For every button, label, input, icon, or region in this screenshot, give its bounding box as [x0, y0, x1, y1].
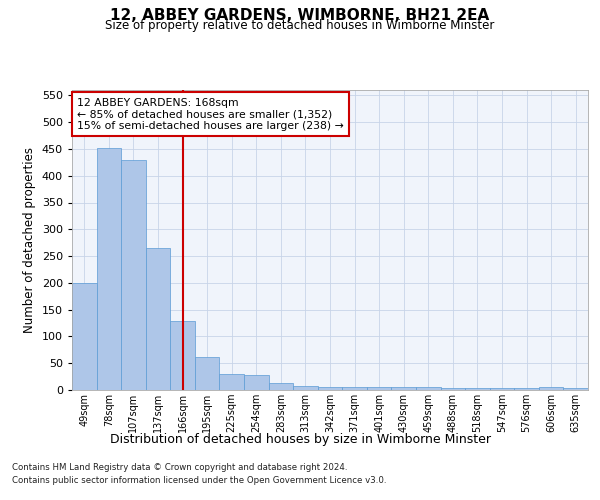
Bar [269, 383, 293, 390]
Text: Size of property relative to detached houses in Wimborne Minster: Size of property relative to detached ho… [106, 19, 494, 32]
Bar [367, 388, 391, 390]
Bar [391, 388, 416, 390]
Text: Distribution of detached houses by size in Wimborne Minster: Distribution of detached houses by size … [110, 432, 491, 446]
Text: Contains HM Land Registry data © Crown copyright and database right 2024.: Contains HM Land Registry data © Crown c… [12, 464, 347, 472]
Bar [121, 160, 146, 390]
Text: Contains public sector information licensed under the Open Government Licence v3: Contains public sector information licen… [12, 476, 386, 485]
Bar [195, 357, 220, 390]
Bar [490, 388, 514, 390]
Bar [170, 322, 195, 390]
Bar [146, 248, 170, 390]
Bar [416, 388, 440, 390]
Bar [244, 375, 269, 390]
Text: 12 ABBEY GARDENS: 168sqm
← 85% of detached houses are smaller (1,352)
15% of sem: 12 ABBEY GARDENS: 168sqm ← 85% of detach… [77, 98, 344, 130]
Bar [514, 388, 539, 390]
Bar [293, 386, 318, 390]
Y-axis label: Number of detached properties: Number of detached properties [23, 147, 36, 333]
Bar [97, 148, 121, 390]
Bar [465, 388, 490, 390]
Bar [440, 388, 465, 390]
Bar [342, 388, 367, 390]
Text: 12, ABBEY GARDENS, WIMBORNE, BH21 2EA: 12, ABBEY GARDENS, WIMBORNE, BH21 2EA [110, 8, 490, 22]
Bar [72, 283, 97, 390]
Bar [220, 374, 244, 390]
Bar [539, 388, 563, 390]
Bar [563, 388, 588, 390]
Bar [318, 388, 342, 390]
